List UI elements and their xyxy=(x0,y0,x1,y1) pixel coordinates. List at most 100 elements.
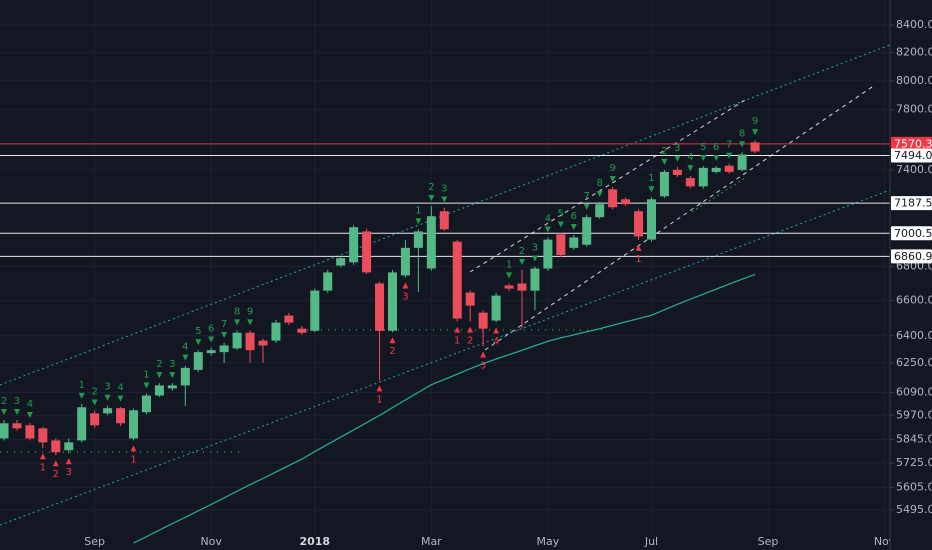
td-arrow xyxy=(1,409,8,416)
candle-body xyxy=(51,440,61,453)
td-arrow xyxy=(415,218,422,225)
price-level-box xyxy=(891,226,932,241)
td-arrow xyxy=(596,190,603,197)
y-tick-label: 6400.0 xyxy=(896,329,932,342)
td-arrow xyxy=(52,460,59,467)
td-arrow xyxy=(544,226,551,233)
wedge-upper xyxy=(469,99,746,273)
candle-body xyxy=(25,425,35,439)
td-arrow xyxy=(156,372,163,379)
td-arrow xyxy=(454,326,461,333)
td-label: 7 xyxy=(584,191,590,202)
td-label: 1 xyxy=(79,380,85,391)
x-axis: Sep Nov 2018 Mar May Jul Sep Nov xyxy=(84,535,896,548)
x-tick-label: Mar xyxy=(421,535,442,548)
candle-body xyxy=(206,350,216,354)
price-level-box xyxy=(891,196,932,211)
y-tick-label: 6250.0 xyxy=(896,356,932,369)
td-label: 8 xyxy=(739,128,745,139)
candle-body xyxy=(375,283,385,331)
candle-body xyxy=(672,169,682,175)
td-label: 6 xyxy=(713,142,719,153)
candle-body xyxy=(154,385,164,396)
candle-body xyxy=(116,408,126,424)
td-arrow xyxy=(531,255,538,262)
candle-body xyxy=(659,171,669,197)
td-arrow xyxy=(557,221,564,228)
td-label: 4 xyxy=(182,342,188,353)
td-arrow xyxy=(428,194,435,201)
candle-body xyxy=(465,292,475,306)
candle-body xyxy=(167,385,177,389)
candle-body xyxy=(0,423,9,439)
candle-body xyxy=(349,227,359,263)
td-label: 8 xyxy=(596,178,602,189)
td-label: 9 xyxy=(247,306,253,317)
candle-body xyxy=(504,285,514,289)
td-label: 6 xyxy=(208,323,214,334)
y-tick-label: 5845.0 xyxy=(896,432,932,445)
td-arrow xyxy=(376,385,383,392)
y-tick-label: 6600.0 xyxy=(896,294,932,307)
td-arrow xyxy=(609,175,616,182)
td-arrow xyxy=(13,409,20,416)
td-label: 2 xyxy=(53,469,59,480)
candle-body xyxy=(413,231,423,248)
channel-lower xyxy=(0,189,890,526)
candle-body xyxy=(141,395,151,413)
candle-body xyxy=(569,237,579,248)
candle-body xyxy=(543,239,553,269)
x-tick-label: Sep xyxy=(84,535,105,548)
y-tick-label: 7800.0 xyxy=(896,103,932,116)
td-label: 3 xyxy=(674,143,680,154)
candle-body xyxy=(400,247,410,276)
td-label: 2 xyxy=(1,396,7,407)
candle-body xyxy=(12,423,22,429)
x-tick-label: Nov xyxy=(874,535,896,548)
y-tick-label: 8400.0 xyxy=(896,18,932,31)
candle-body xyxy=(129,410,139,439)
td-arrow xyxy=(441,196,448,203)
td-arrow xyxy=(208,336,215,343)
td-label: 3 xyxy=(441,184,447,195)
candle-body xyxy=(336,258,346,266)
td-label: 2 xyxy=(156,359,162,370)
td-label: 2 xyxy=(91,386,97,397)
x-tick-label: Nov xyxy=(200,535,222,548)
td-label: 5 xyxy=(195,326,201,337)
td-arrow xyxy=(661,158,668,165)
candle-body xyxy=(387,272,397,331)
candle-body xyxy=(724,165,734,172)
candle-body xyxy=(38,428,48,443)
td-arrow xyxy=(402,282,409,289)
td-arrow xyxy=(635,244,642,251)
y-tick-label: 8000.0 xyxy=(896,74,932,87)
td-label: 3 xyxy=(532,243,538,254)
y-tick-label: 5970.0 xyxy=(896,408,932,421)
td-label: 2 xyxy=(428,182,434,193)
candle-body xyxy=(452,241,462,319)
td-label: 1 xyxy=(130,454,136,465)
candle-body xyxy=(245,332,255,351)
td-arrow xyxy=(467,326,474,333)
td-label: 4 xyxy=(117,383,123,394)
td-arrow xyxy=(39,453,46,460)
td-label: 3 xyxy=(169,359,175,370)
td-arrow xyxy=(247,319,254,326)
td-label: 2 xyxy=(661,146,667,157)
td-label: 1 xyxy=(506,259,512,270)
td-arrow xyxy=(130,445,137,452)
td-arrow xyxy=(117,395,124,402)
td-arrow xyxy=(726,152,733,159)
td-arrow xyxy=(104,394,111,401)
td-arrow xyxy=(570,224,577,231)
candle-body xyxy=(608,189,618,208)
td-label: 4 xyxy=(493,336,499,347)
y-tick-label: 5725.0 xyxy=(896,456,932,469)
candle-body xyxy=(621,199,631,205)
candle-body xyxy=(103,408,113,414)
candle-body xyxy=(362,231,372,273)
td-label: 1 xyxy=(143,369,149,380)
td-arrow xyxy=(182,354,189,361)
